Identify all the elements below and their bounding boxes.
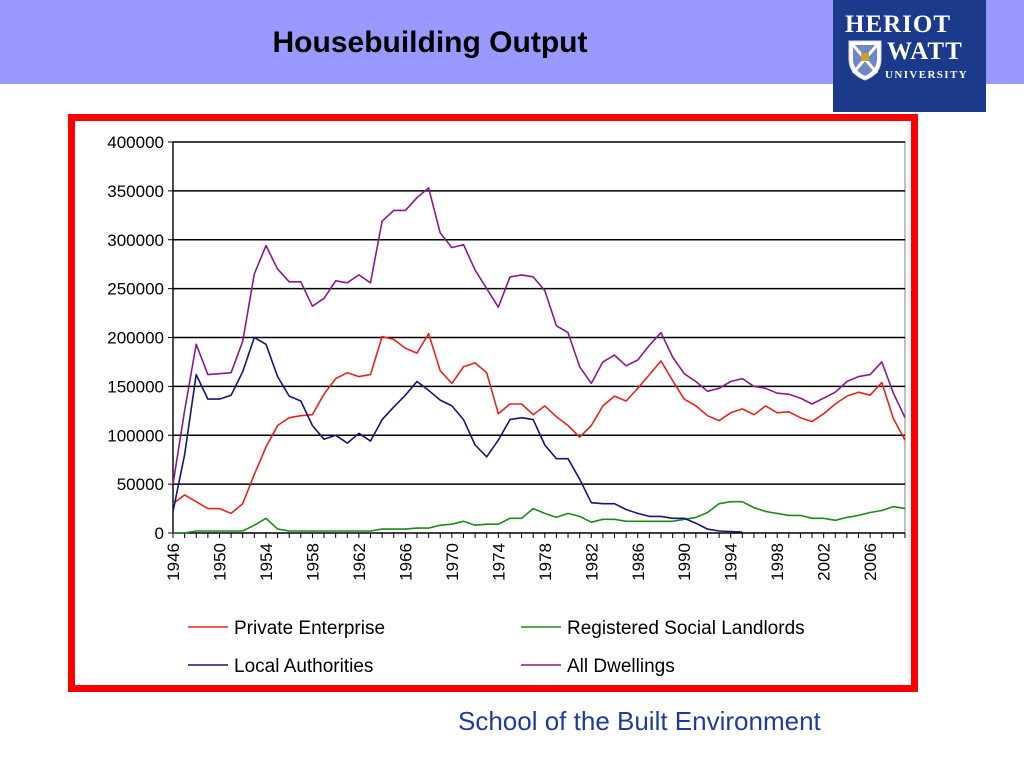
x-tick-label: 1966 [396,543,415,581]
axes: 0 50000 100000 150000 200000 250000 300000 3500… [107,133,906,581]
x-tick-label: 2002 [815,543,834,581]
y-tick-label: 350000 [107,182,164,201]
series-lines [172,187,906,534]
legend-label: Registered Social Landlords [567,618,805,639]
logo-watt-text: WATT [887,38,963,65]
x-tick-label: 1990 [675,543,694,581]
logo-heriot-text: HERIOT [845,11,952,38]
x-tick-label: 1950 [210,543,229,581]
y-tick-label: 0 [155,524,164,543]
legend-label: Private Enterprise [234,618,385,639]
y-tick-label: 250000 [107,280,164,299]
x-tick-label: 2006 [861,543,880,581]
x-tick-label: 1998 [768,543,787,581]
university-crest-icon [848,40,882,81]
x-tick-label: 1954 [257,543,276,581]
footer-text: School of the Built Environment [458,706,821,736]
legend: Private Enterprise Registered Social Land… [188,618,805,677]
y-tick-label: 300000 [107,231,164,250]
series-line-registered-social-landlords [173,500,906,534]
slide-title: Housebuilding Output [272,26,588,59]
x-tick-label: 1982 [582,543,601,581]
logo-university-text: UNIVERSITY [885,69,969,81]
y-tick-label: 50000 [117,475,164,494]
x-tick-label: 1946 [164,543,183,581]
chart-frame: 0 50000 100000 150000 200000 250000 300000 3500… [68,114,918,692]
y-tick-label: 100000 [107,426,164,445]
legend-label: Local Authorities [234,656,373,677]
heriot-watt-logo: HERIOT WATT UNIVERSITY [833,0,986,112]
series-line-private-enterprise [172,332,906,515]
series-line-all-dwellings [172,187,906,485]
y-tick-label: 400000 [107,133,164,152]
y-tick-label: 200000 [107,329,164,348]
x-tick-label: 1970 [443,543,462,581]
y-tick-label: 150000 [107,377,164,396]
x-tick-label: 1978 [536,543,555,581]
x-tick-label: 1974 [489,543,508,581]
gridlines [172,141,906,534]
x-tick-label: 1986 [629,543,648,581]
x-tick-label: 1994 [722,543,741,581]
legend-label: All Dwellings [567,656,675,677]
x-tick-label: 1958 [303,543,322,581]
series-line-local-authorities [172,336,743,533]
line-chart: 0 50000 100000 150000 200000 250000 300000 3500… [107,133,906,677]
x-tick-label: 1962 [350,543,369,581]
